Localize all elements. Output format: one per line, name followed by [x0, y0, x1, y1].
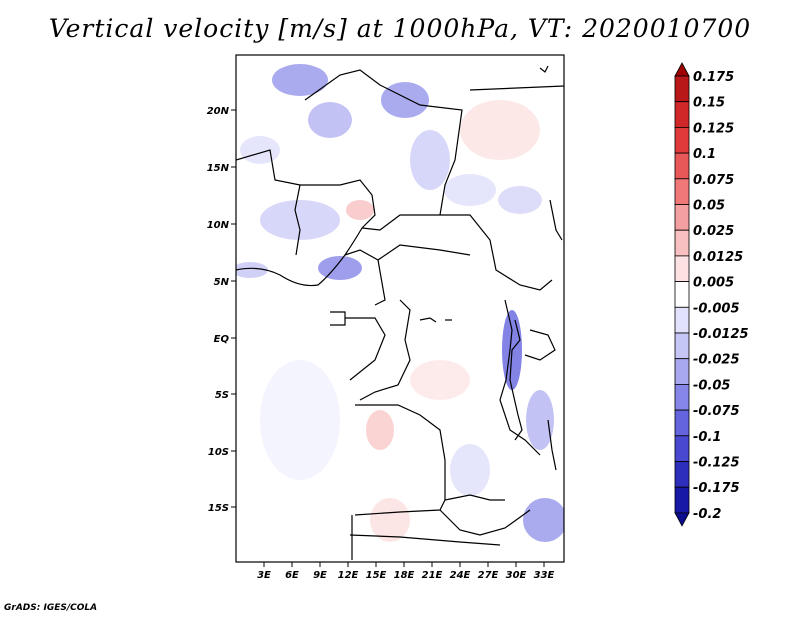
velocity-field [236, 64, 564, 542]
colorbar-label: -0.2 [693, 507, 721, 522]
lon-label: 24E [450, 570, 471, 581]
grads-credit: GrADS: IGES/COLA [4, 603, 98, 613]
colorbar-label: 0.1 [693, 147, 716, 162]
colorbar-label: 0.025 [693, 224, 734, 239]
colorbar-label: 0.005 [693, 276, 734, 291]
colorbar-segment [674, 383, 690, 411]
lat-label: 10N [207, 220, 230, 231]
colorbar-segment [674, 461, 690, 488]
colorbar-label: 0.0125 [693, 250, 743, 265]
lon-label: 33E [534, 570, 555, 581]
colorbar-label: 0.175 [693, 70, 734, 85]
colorbar-segment [674, 229, 690, 257]
colorbar-segment [674, 358, 690, 385]
lon-label: 18E [394, 570, 415, 581]
lat-label: 10S [208, 447, 229, 458]
colorbar-segment [674, 101, 690, 128]
lat-label: EQ [214, 334, 230, 345]
colorbar-label: 0.075 [693, 173, 734, 188]
lat-label: 15S [208, 503, 229, 514]
colorbar-segment [674, 306, 690, 334]
colorbar-segment [674, 281, 690, 308]
chart-title: Vertical velocity [m/s] at 1000hPa, VT: … [48, 14, 752, 43]
colorbar-label: -0.05 [693, 378, 730, 393]
lon-label: 12E [338, 570, 359, 581]
latitude-axis: 20N 15N 10N 5N EQ 5S 10S 15S [207, 106, 236, 514]
colorbar-label: 0.15 [693, 96, 725, 111]
colorbar-segment [674, 332, 690, 360]
colorbar-segment [674, 127, 690, 154]
lat-label: 5N [214, 277, 230, 288]
colorbar-segment [674, 486, 690, 514]
lat-label: 5S [215, 390, 229, 401]
colorbar-segment [674, 152, 690, 180]
colorbar-label: -0.1 [693, 430, 721, 445]
lon-label: 6E [285, 570, 299, 581]
colorbar-segment [674, 409, 690, 437]
colorbar-arrow-bottom [674, 512, 690, 527]
lon-label: 9E [313, 570, 327, 581]
colorbar-label: -0.0125 [693, 327, 749, 342]
colorbar-label: -0.025 [693, 353, 740, 368]
colorbar-label: -0.005 [693, 301, 740, 316]
colorbar-label: -0.175 [693, 481, 740, 496]
colorbar-segment [674, 204, 690, 231]
colorbar-label: -0.075 [693, 404, 740, 419]
lon-label: 15E [366, 570, 387, 581]
lon-label: 3E [257, 570, 271, 581]
lon-label: 21E [422, 570, 443, 581]
colorbar-label: 0.125 [693, 121, 734, 136]
lat-label: 20N [207, 106, 230, 117]
colorbar-label: -0.125 [693, 456, 740, 471]
longitude-axis: 3E 6E 9E 12E 15E 18E 21E 24E 27E 30E 33E [257, 562, 555, 581]
colorbar-label: 0.05 [693, 199, 725, 214]
colorbar-segment [674, 178, 690, 205]
country-boundaries [236, 65, 564, 560]
lat-label: 15N [207, 163, 230, 174]
map-frame [235, 54, 565, 563]
colorbar-arrow-top [674, 62, 690, 77]
colorbar-segment [674, 435, 690, 462]
colorbar-segment [674, 255, 690, 282]
lon-label: 30E [506, 570, 527, 581]
colorbar-segment [674, 75, 690, 103]
lon-label: 27E [478, 570, 499, 581]
colorbar: 0.175 0.15 0.125 0.1 0.075 0.05 0.025 0.0125 0.0… [674, 62, 749, 527]
